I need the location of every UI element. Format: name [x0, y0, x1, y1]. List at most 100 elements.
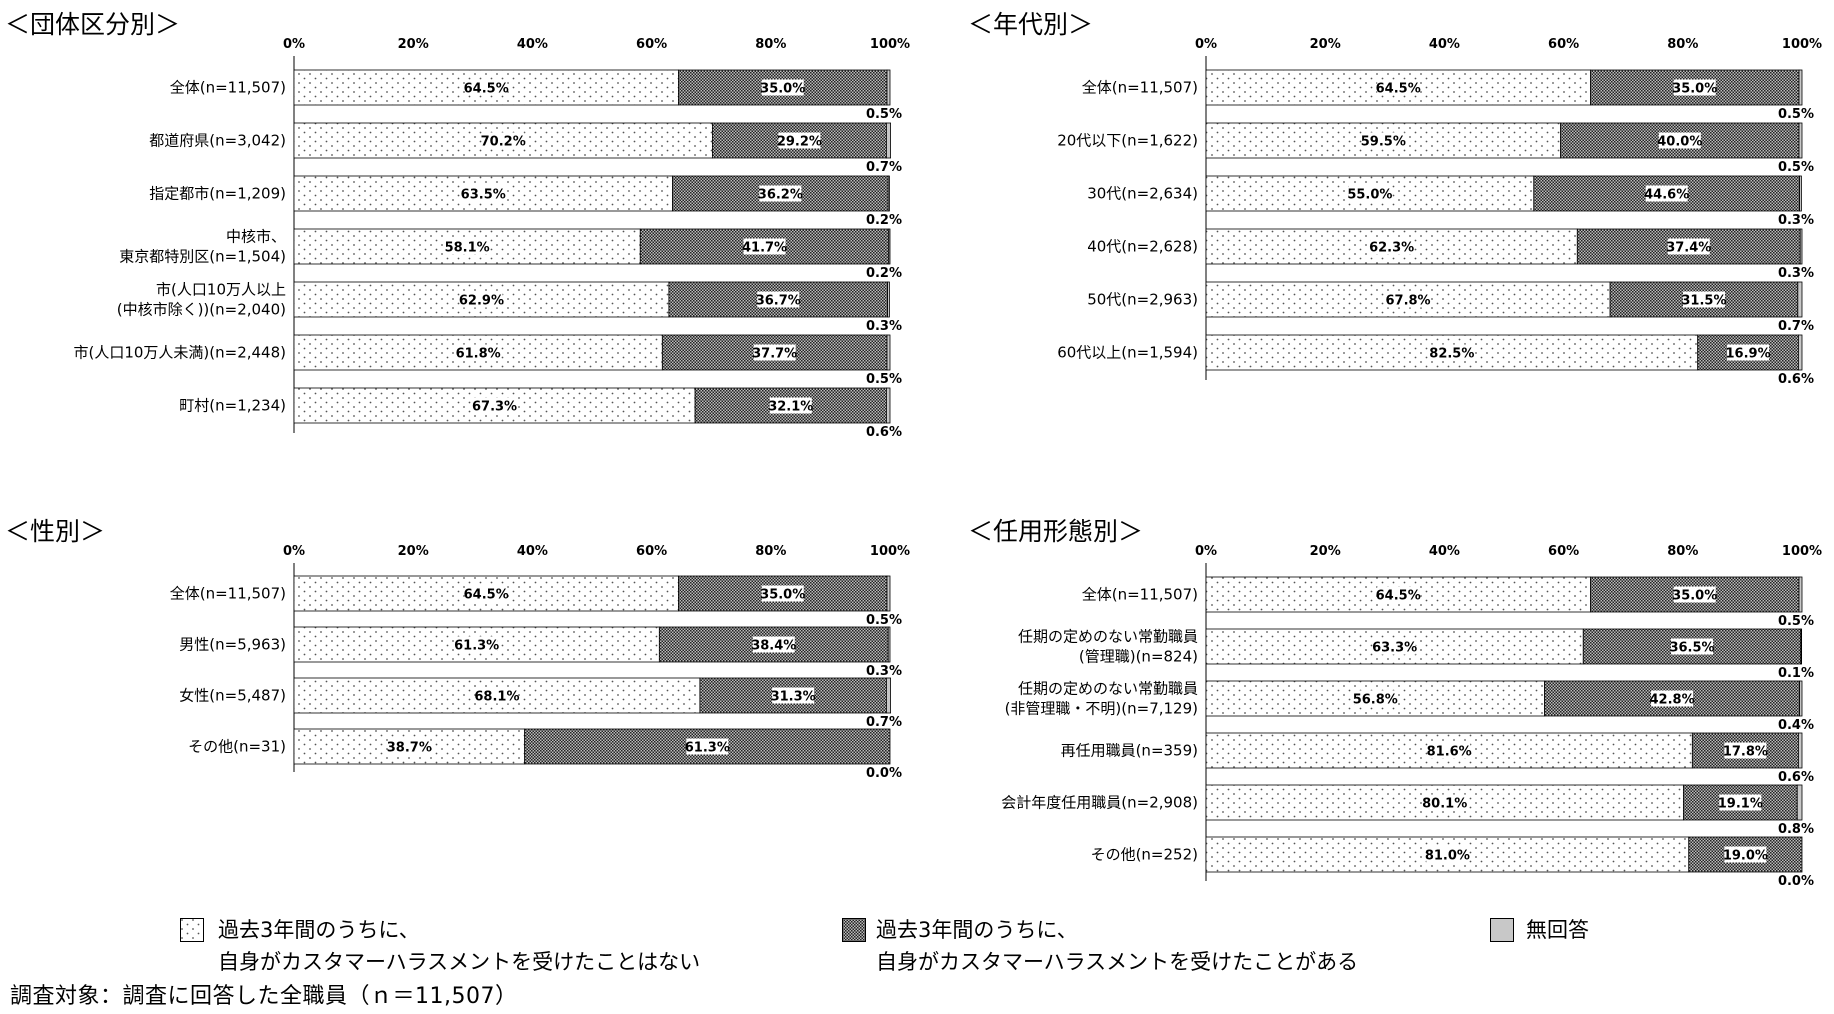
data-label-noanswer: 0.5%: [866, 372, 902, 387]
data-label-bg: [769, 397, 812, 414]
x-tick-label: 0%: [283, 544, 305, 559]
bar-noanswer: [886, 334, 891, 371]
bar-noanswer: [1799, 680, 1803, 717]
data-label-noanswer: 0.5%: [1778, 107, 1814, 122]
data-label-none: 81.0%: [1425, 849, 1470, 864]
data-label-bg: [757, 291, 800, 308]
legend-label-had-line2: 自身がカスタマーハラスメントを受けたことがある: [876, 950, 1359, 974]
category-label: その他(n=252): [1091, 846, 1198, 864]
category-label: (管理職)(n=824): [1079, 648, 1198, 666]
category-label: 中核市、: [226, 228, 286, 246]
data-label-bg: [743, 238, 786, 255]
bar-noanswer: [888, 228, 891, 265]
data-label-bg: [446, 238, 489, 255]
data-label-bg: [1348, 185, 1391, 202]
data-label-bg: [1423, 794, 1466, 811]
legend-label-none-line2: 自身がカスタマーハラスメントを受けたことはない: [218, 950, 701, 974]
data-label-noanswer: 0.5%: [866, 107, 902, 122]
bar-noanswer: [887, 626, 891, 663]
legend-label-noanswer: 無回答: [1526, 918, 1589, 942]
category-label: 東京都特別区(n=1,504): [119, 248, 286, 266]
data-label-bg: [1387, 291, 1430, 308]
x-tick-label: 40%: [1429, 544, 1460, 559]
bar-noanswer: [1799, 228, 1803, 265]
data-label-had: 35.0%: [1672, 82, 1717, 97]
x-tick-label: 20%: [398, 37, 429, 52]
x-tick-label: 100%: [1782, 37, 1822, 52]
chart-panel-1: ＜年代別＞ 0% 20% 40% 60% 80% 100% 全体(n=11,507) 64.5%…: [968, 10, 1822, 387]
category-label: 全体(n=11,507): [170, 585, 286, 603]
chart-panel-0: ＜団体区分別＞ 0% 20% 40% 60% 80% 100% 全体(n=11,507) 64.…: [5, 10, 910, 440]
chart-title: ＜性別＞: [5, 517, 105, 546]
x-tick-label: 20%: [398, 544, 429, 559]
chart-panel-3: ＜任用形態別＞ 0% 20% 40% 60% 80% 100% 全体(n=11,507) 64.…: [968, 517, 1822, 889]
data-label-noanswer: 0.3%: [1778, 213, 1814, 228]
data-label-none: 59.5%: [1361, 135, 1406, 150]
data-label-bg: [460, 291, 503, 308]
bar-noanswer: [1798, 732, 1803, 769]
data-label-had: 61.3%: [685, 741, 730, 756]
bar-noanswer: [886, 677, 891, 714]
data-label-bg: [1377, 79, 1420, 96]
category-label: 女性(n=5,487): [179, 687, 286, 705]
category-label: 任期の定めのない常勤職員: [1018, 628, 1198, 646]
bar-noanswer: [1798, 69, 1803, 106]
x-tick-label: 80%: [755, 544, 786, 559]
data-label-none: 70.2%: [481, 135, 526, 150]
data-label-bg: [759, 185, 802, 202]
data-label-noanswer: 0.7%: [866, 715, 902, 730]
data-label-bg: [1362, 132, 1405, 149]
category-label: 町村(n=1,234): [179, 397, 286, 415]
bar-noanswer: [886, 122, 891, 159]
x-tick-label: 100%: [1782, 544, 1822, 559]
bar-noanswer: [887, 175, 890, 212]
data-label-none: 61.8%: [456, 347, 501, 362]
data-label-had: 40.0%: [1657, 135, 1702, 150]
data-label-bg: [462, 185, 505, 202]
data-label-bg: [1426, 846, 1469, 863]
legend-label-had-line1: 過去3年間のうちに、: [876, 918, 1078, 942]
x-tick-label: 80%: [755, 37, 786, 52]
data-label-noanswer: 0.5%: [1778, 160, 1814, 175]
x-tick-label: 60%: [636, 544, 667, 559]
data-label-had: 42.8%: [1650, 693, 1695, 708]
category-label: (中核市除く))(n=2,040): [117, 301, 286, 319]
data-label-had: 19.0%: [1723, 849, 1768, 864]
data-label-noanswer: 0.6%: [866, 425, 902, 440]
data-label-bg: [1430, 344, 1473, 361]
category-label: 全体(n=11,507): [1082, 79, 1198, 97]
legend-swatch-none: [180, 918, 204, 942]
category-label: 60代以上(n=1,594): [1057, 344, 1198, 362]
chart-title: ＜年代別＞: [968, 10, 1093, 39]
data-label-bg: [1727, 344, 1770, 361]
data-label-had: 36.7%: [756, 294, 801, 309]
data-label-bg: [1373, 638, 1416, 655]
data-label-noanswer: 0.0%: [1778, 874, 1814, 889]
category-label: (非管理職・不明)(n=7,129): [1005, 700, 1198, 718]
data-label-had: 35.0%: [760, 82, 805, 97]
data-label-bg: [1724, 846, 1767, 863]
category-label: 市(人口10万人以上: [156, 281, 286, 299]
data-label-noanswer: 0.6%: [1778, 372, 1814, 387]
data-label-bg: [1658, 132, 1701, 149]
data-label-had: 35.0%: [1672, 589, 1717, 604]
category-label: 50代(n=2,963): [1087, 291, 1198, 309]
data-label-bg: [1673, 79, 1716, 96]
data-label-none: 63.3%: [1372, 641, 1417, 656]
category-label: 30代(n=2,634): [1087, 185, 1198, 203]
data-label-noanswer: 0.5%: [866, 613, 902, 628]
data-label-noanswer: 0.8%: [1778, 822, 1814, 837]
data-label-noanswer: 0.7%: [866, 160, 902, 175]
x-tick-label: 60%: [1548, 544, 1579, 559]
data-label-none: 56.8%: [1353, 693, 1398, 708]
data-label-had: 29.2%: [777, 135, 822, 150]
chart-panel-2: ＜性別＞ 0% 20% 40% 60% 80% 100% 全体(n=11,507) 64.5% 3…: [5, 517, 910, 781]
data-label-bg: [686, 738, 729, 755]
bar-none: [1205, 732, 1693, 769]
x-tick-label: 20%: [1310, 544, 1341, 559]
data-label-had: 36.5%: [1669, 641, 1714, 656]
data-label-noanswer: 0.4%: [1778, 718, 1814, 733]
data-label-none: 82.5%: [1429, 347, 1474, 362]
data-label-noanswer: 0.3%: [866, 664, 902, 679]
data-label-none: 38.7%: [387, 741, 432, 756]
